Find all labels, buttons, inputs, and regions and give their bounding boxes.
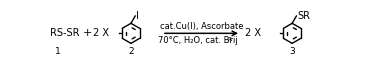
- Text: I: I: [136, 11, 139, 21]
- Text: RS-SR: RS-SR: [50, 28, 79, 38]
- Text: 2: 2: [128, 47, 134, 56]
- Text: +: +: [83, 28, 92, 38]
- Text: 2 X: 2 X: [245, 28, 261, 38]
- Text: R: R: [227, 37, 231, 42]
- Text: 3: 3: [289, 47, 295, 56]
- Text: 70°C, H₂O, cat. Brij: 70°C, H₂O, cat. Brij: [158, 36, 238, 45]
- Text: 1: 1: [55, 47, 61, 56]
- Text: SR: SR: [297, 11, 310, 21]
- Text: 2 X: 2 X: [93, 28, 109, 38]
- Text: cat.Cu(I), Ascorbate: cat.Cu(I), Ascorbate: [160, 22, 243, 31]
